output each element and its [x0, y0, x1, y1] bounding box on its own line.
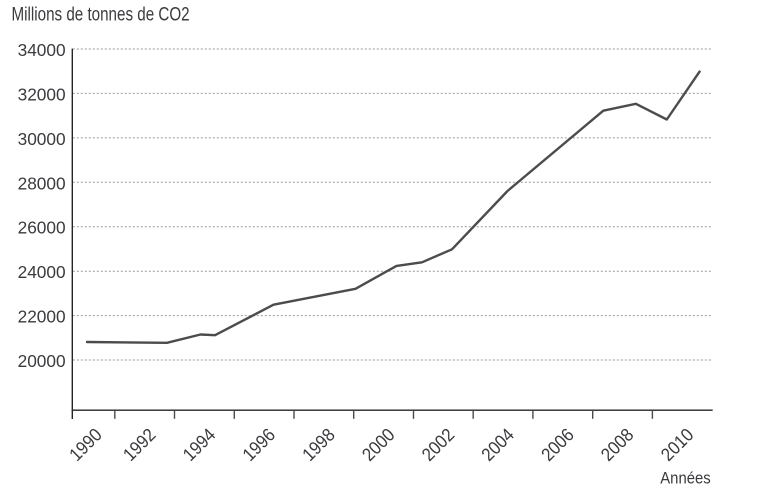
- svg-text:20000: 20000: [18, 351, 66, 371]
- svg-text:32000: 32000: [18, 84, 66, 104]
- svg-text:28000: 28000: [18, 173, 66, 193]
- svg-text:26000: 26000: [18, 217, 66, 237]
- svg-text:22000: 22000: [18, 306, 66, 326]
- svg-text:Années: Années: [660, 469, 710, 487]
- svg-text:34000: 34000: [18, 40, 66, 60]
- svg-text:Millions de tonnes de CO2: Millions de tonnes de CO2: [12, 3, 190, 25]
- svg-text:24000: 24000: [18, 262, 66, 282]
- svg-text:30000: 30000: [18, 129, 66, 149]
